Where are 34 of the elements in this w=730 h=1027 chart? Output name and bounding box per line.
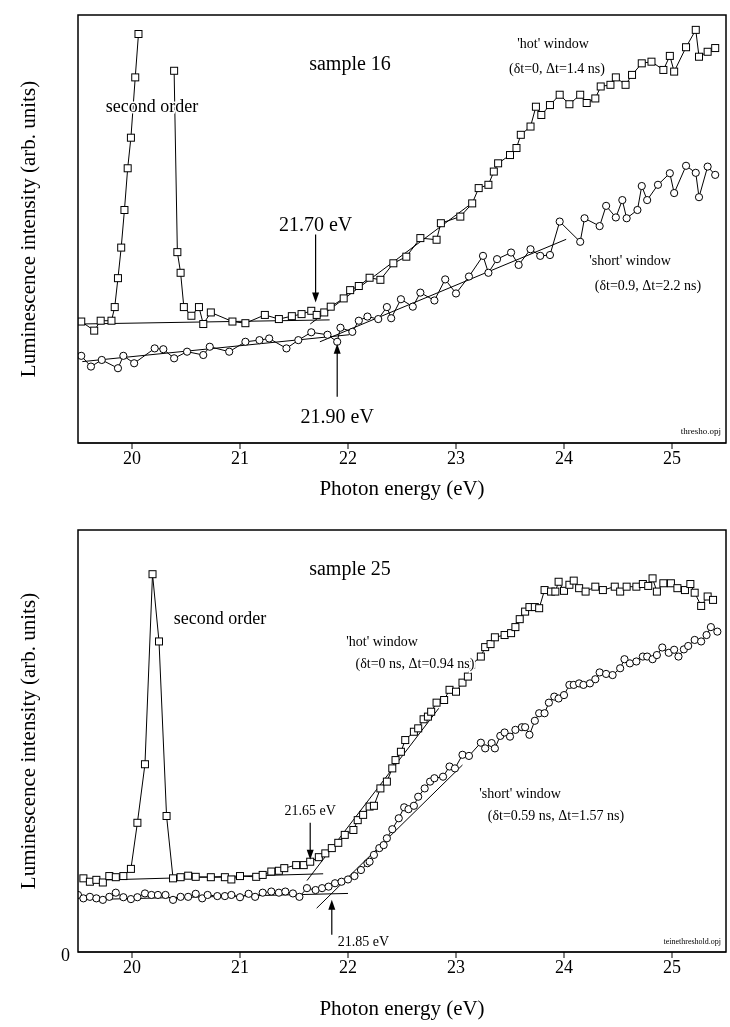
y-axis-title: Luminescence intensity (arb. units) bbox=[15, 592, 40, 890]
x-tick-label: 20 bbox=[123, 956, 141, 977]
x-tick-label: 24 bbox=[555, 447, 573, 468]
x-axis-title: Photon energy (eV) bbox=[319, 996, 485, 1020]
annotation: 'short' window bbox=[479, 786, 562, 802]
x-tick-label: 25 bbox=[663, 447, 681, 468]
annotation: 'short' window bbox=[589, 253, 672, 269]
annotation: 21.65 eV bbox=[284, 803, 336, 819]
x-tick-label: 21 bbox=[231, 956, 249, 977]
annotation: (δt=0, Δt=1.4 ns) bbox=[509, 61, 606, 78]
text: 0 bbox=[61, 945, 70, 966]
x-axis-title: Photon energy (eV) bbox=[319, 476, 485, 500]
x-tick-label: 20 bbox=[123, 447, 141, 468]
x-tick-label: 23 bbox=[447, 956, 465, 977]
annotation: second order bbox=[173, 608, 267, 629]
x-tick-label: 21 bbox=[231, 447, 249, 468]
x-tick-label: 25 bbox=[663, 956, 681, 977]
annotation: 21.70 eV bbox=[278, 213, 353, 236]
x-tick-label: 22 bbox=[339, 956, 357, 977]
annotation: (δt=0 ns, Δt=0.94 ns) bbox=[355, 656, 475, 673]
annotation: (δt=0.59 ns, Δt=1.57 ns) bbox=[487, 808, 625, 825]
annotation: teinethreshold.opj bbox=[663, 936, 721, 946]
annotation: 'hot' window bbox=[346, 634, 419, 650]
annotation: 'hot' window bbox=[517, 36, 590, 52]
annotation: sample 25 bbox=[309, 556, 391, 580]
annotation: sample 16 bbox=[309, 51, 391, 75]
annotation: 21.85 eV bbox=[337, 934, 390, 950]
annotation: (δt=0.9, Δt=2.2 ns) bbox=[594, 278, 702, 295]
annotation: 21.90 eV bbox=[300, 405, 375, 428]
annotation: thresho.opj bbox=[680, 426, 721, 437]
x-tick-label: 23 bbox=[447, 447, 465, 468]
y-axis-title: Luminescence intensity (arb. units) bbox=[15, 80, 40, 378]
x-tick-label: 22 bbox=[339, 447, 357, 468]
x-tick-label: 24 bbox=[555, 956, 573, 977]
